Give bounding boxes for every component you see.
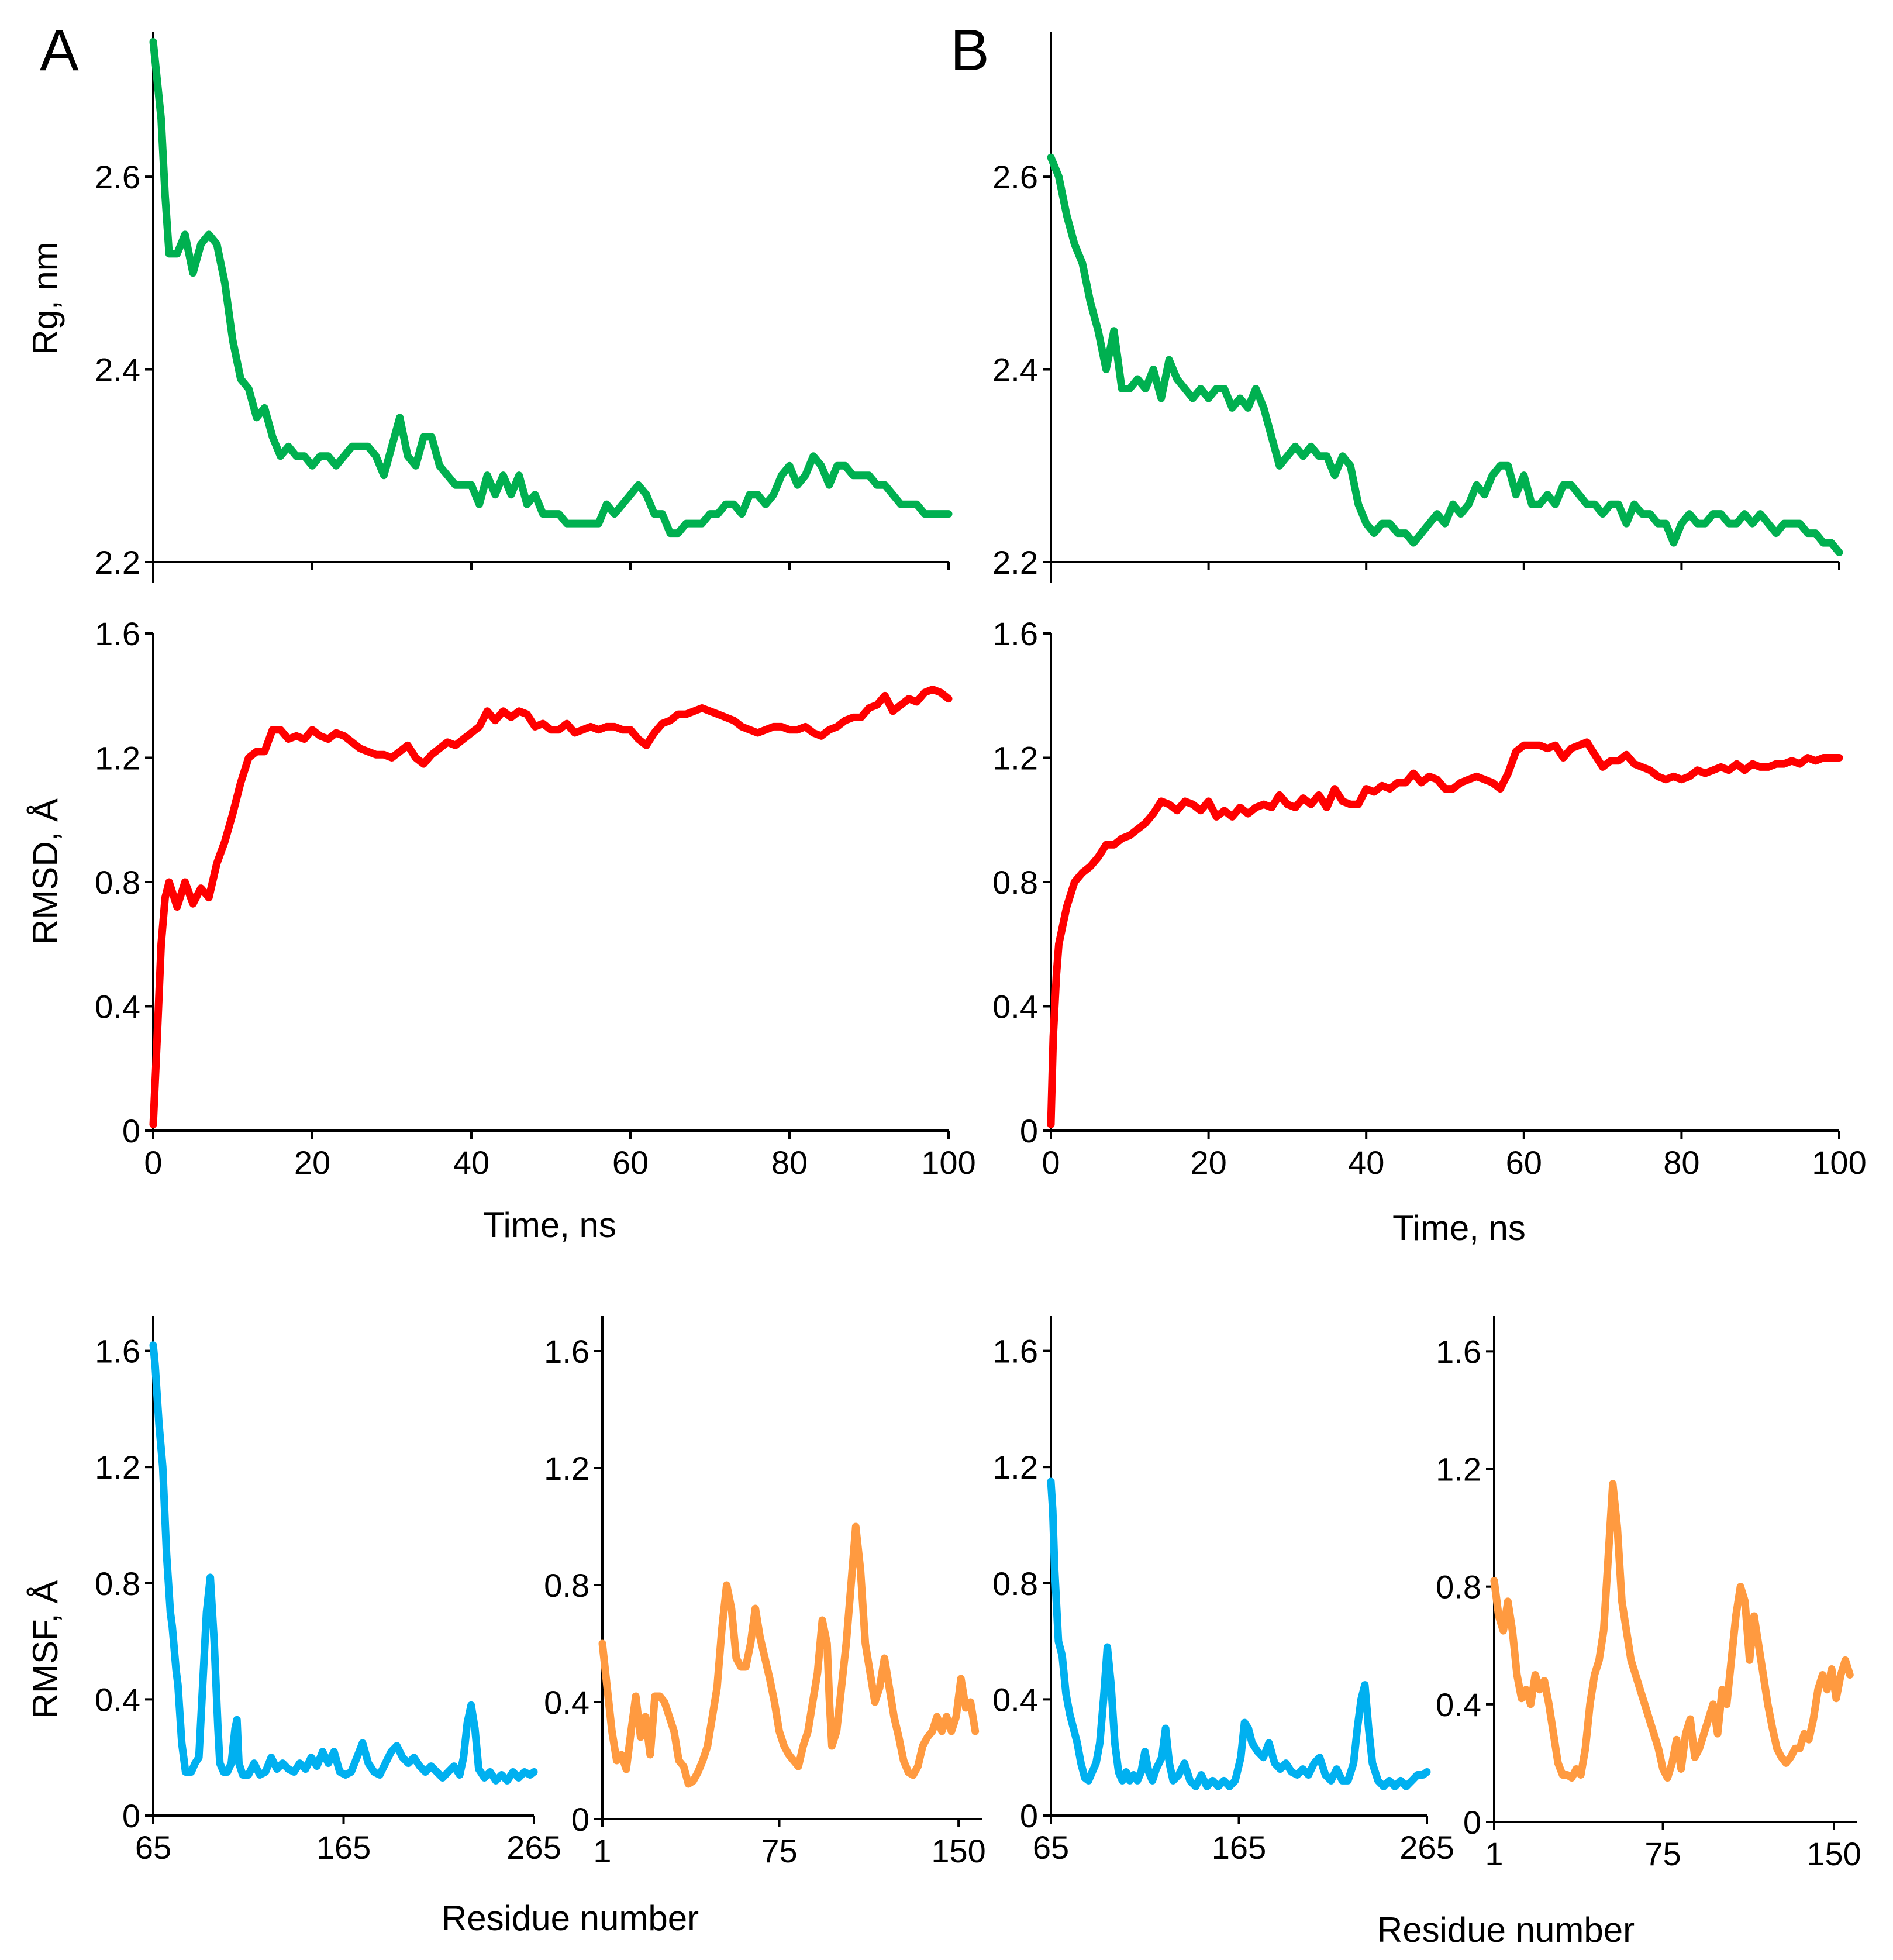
- y-tick-label: 0: [1020, 1112, 1038, 1149]
- y-tick-label: 2.2: [992, 544, 1038, 581]
- time-axis-label-b: Time, ns: [1392, 1208, 1526, 1248]
- x-tick-label: 20: [294, 1144, 330, 1181]
- plot-b-rmsd: 0 0.4 0.8 1.2 1.6 0 20 40 60 80 100: [992, 615, 1867, 1181]
- plot-a-rmsd: 0 0.4 0.8 1.2 1.6 0 20 40 60 80 100: [95, 615, 976, 1181]
- panel-label-b: B: [950, 18, 989, 83]
- y-tick-label: 2.4: [992, 352, 1038, 388]
- rmsf-axis-label: RMSF, Å: [26, 1580, 65, 1719]
- y-tick-label: 0: [122, 1797, 140, 1834]
- y-tick-label: 1.2: [1436, 1451, 1481, 1488]
- y-tick-label: 1.6: [992, 1333, 1038, 1370]
- series-line: [598, 1522, 980, 1788]
- x-tick-label: 150: [1806, 1835, 1861, 1872]
- x-tick-label: 0: [144, 1144, 162, 1181]
- x-tick-label: 150: [931, 1832, 985, 1869]
- x-tick-label: 80: [771, 1144, 808, 1181]
- series-line: [149, 1341, 538, 1785]
- y-tick-label: 1.6: [544, 1333, 589, 1370]
- plot-b-rmsf-chain1: 0 0.4 0.8 1.2 1.6 65 165 265: [992, 1316, 1454, 1866]
- residue-axis-label-b: Residue number: [1377, 1910, 1635, 1949]
- plot-a-rg: 2.2 2.4 2.6: [95, 32, 953, 583]
- rg-axis-label: Rg, nm: [26, 242, 65, 354]
- y-tick-label: 0.4: [95, 988, 140, 1025]
- residue-axis-label-a: Residue number: [442, 1899, 699, 1938]
- y-tick-label: 0.8: [992, 1565, 1038, 1602]
- x-tick-label: 165: [1212, 1829, 1266, 1866]
- y-tick-label: 1.6: [992, 615, 1038, 652]
- x-tick-label: 40: [453, 1144, 489, 1181]
- y-tick-label: 2.6: [992, 159, 1038, 195]
- rmsd-axis-label: RMSD, Å: [26, 798, 65, 945]
- x-tick-label: 60: [612, 1144, 649, 1181]
- y-tick-label: 0.8: [95, 864, 140, 901]
- y-tick-label: 0.8: [1436, 1569, 1481, 1606]
- y-tick-label: 0.4: [992, 1681, 1038, 1718]
- y-tick-label: 1.2: [992, 1449, 1038, 1486]
- series-line: [149, 686, 953, 1128]
- y-tick-label: 0: [122, 1112, 140, 1149]
- x-tick-label: 100: [1812, 1144, 1866, 1181]
- x-tick-label: 75: [1644, 1835, 1681, 1872]
- y-tick-label: 0.8: [95, 1565, 140, 1602]
- x-tick-label: 1: [1485, 1835, 1503, 1872]
- y-tick-label: 0.4: [544, 1684, 589, 1721]
- x-tick-label: 1: [593, 1832, 611, 1869]
- x-tick-label: 75: [761, 1832, 797, 1869]
- series-line: [149, 38, 953, 538]
- series-line: [1047, 153, 1843, 556]
- y-tick-label: 0.4: [992, 988, 1038, 1025]
- y-tick-label: 1.2: [95, 740, 140, 777]
- x-tick-label: 265: [506, 1829, 561, 1866]
- y-tick-label: 0.8: [992, 864, 1038, 901]
- panel-label-a: A: [40, 18, 79, 83]
- y-tick-label: 0: [571, 1801, 589, 1838]
- series-line: [1047, 738, 1843, 1128]
- y-tick-label: 1.2: [992, 740, 1038, 777]
- series-line: [1047, 1477, 1431, 1790]
- x-tick-label: 0: [1042, 1144, 1060, 1181]
- x-tick-label: 100: [921, 1144, 975, 1181]
- plot-a-rmsf-chain1: 0 0.4 0.8 1.2 1.6 65 165 265: [95, 1316, 561, 1866]
- y-tick-label: 1.6: [95, 615, 140, 652]
- plot-a-rmsf-chain2: 0 0.4 0.8 1.2 1.6 1 75 150: [544, 1316, 986, 1869]
- plot-b-rg: 2.2 2.4 2.6: [992, 32, 1843, 583]
- x-tick-label: 80: [1663, 1144, 1699, 1181]
- x-tick-label: 60: [1506, 1144, 1542, 1181]
- x-tick-label: 265: [1399, 1829, 1454, 1866]
- x-tick-label: 65: [1033, 1829, 1069, 1866]
- x-tick-label: 20: [1190, 1144, 1226, 1181]
- y-tick-label: 0.8: [544, 1567, 589, 1604]
- y-tick-label: 1.6: [95, 1333, 140, 1370]
- y-tick-label: 2.4: [95, 352, 140, 388]
- y-tick-label: 1.6: [1436, 1333, 1481, 1370]
- series-line: [1490, 1480, 1854, 1782]
- y-tick-label: 2.6: [95, 159, 140, 195]
- y-tick-label: 0: [1020, 1797, 1038, 1834]
- x-tick-label: 65: [135, 1829, 171, 1866]
- x-tick-label: 165: [316, 1829, 371, 1866]
- y-tick-label: 1.2: [95, 1449, 140, 1486]
- plot-b-rmsf-chain2: 0 0.4 0.8 1.2 1.6 1 75 150: [1436, 1316, 1861, 1872]
- y-tick-label: 0: [1463, 1804, 1481, 1841]
- x-tick-label: 40: [1348, 1144, 1384, 1181]
- y-tick-label: 0.4: [95, 1681, 140, 1718]
- time-axis-label-a: Time, ns: [483, 1205, 616, 1245]
- y-tick-label: 2.2: [95, 544, 140, 581]
- y-tick-label: 0.4: [1436, 1686, 1481, 1723]
- y-tick-label: 1.2: [544, 1450, 589, 1487]
